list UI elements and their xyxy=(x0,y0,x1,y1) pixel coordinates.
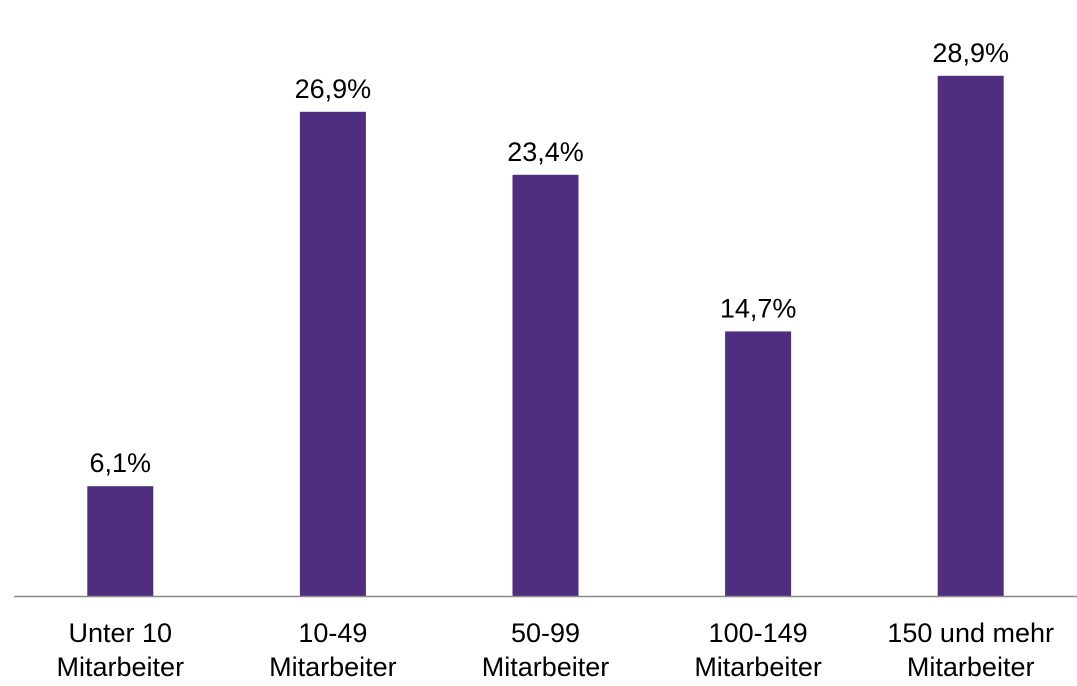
x-tick-label: 50-99 xyxy=(511,618,580,648)
x-tick-label: 100-149 xyxy=(709,618,808,648)
data-label: 28,9% xyxy=(932,38,1009,68)
x-tick-label: Unter 10 xyxy=(69,618,173,648)
x-tick-label: 150 und mehr xyxy=(887,618,1054,648)
data-label: 6,1% xyxy=(90,448,152,478)
bar xyxy=(87,486,154,596)
x-tick-labels-group: Unter 10 Mitarbeiter 10-49 Mitarbeiter 50-99… xyxy=(57,618,1054,682)
bars-group xyxy=(87,75,1004,597)
x-tick-label: Mitarbeiter xyxy=(269,652,397,682)
data-label: 26,9% xyxy=(295,74,372,104)
x-tick-label: 10-49 xyxy=(298,618,367,648)
data-label: 23,4% xyxy=(507,137,584,167)
bar xyxy=(512,174,579,597)
bar xyxy=(299,111,366,597)
bar xyxy=(937,75,1004,597)
bar xyxy=(725,331,792,596)
x-tick-label: Mitarbeiter xyxy=(57,652,185,682)
x-tick-label: Mitarbeiter xyxy=(907,652,1035,682)
x-tick-label: Mitarbeiter xyxy=(482,652,610,682)
data-labels-group: 6,1% 26,9% 23,4% 14,7% 28,9% xyxy=(90,38,1009,478)
data-label: 14,7% xyxy=(720,293,797,323)
x-tick-label: Mitarbeiter xyxy=(694,652,822,682)
